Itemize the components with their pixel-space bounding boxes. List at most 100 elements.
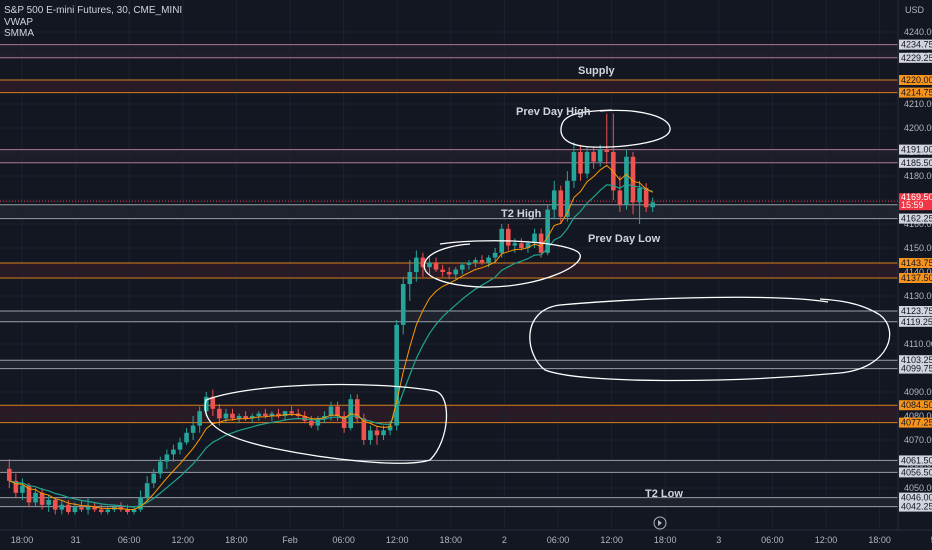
candlesticks[interactable] <box>6 113 656 515</box>
candle-body[interactable] <box>66 504 71 512</box>
candle-body[interactable] <box>98 509 104 512</box>
candle-body[interactable] <box>407 272 413 284</box>
candle-body[interactable] <box>164 454 170 462</box>
candle-body[interactable] <box>466 262 472 265</box>
candle-body[interactable] <box>565 180 570 217</box>
candle-body[interactable] <box>79 507 84 510</box>
candle-body[interactable] <box>591 152 596 162</box>
candle-body[interactable] <box>427 262 432 268</box>
candle-body[interactable] <box>144 483 150 498</box>
candle-body[interactable] <box>223 413 229 419</box>
candle-body[interactable] <box>624 156 629 205</box>
candle-body[interactable] <box>341 416 347 428</box>
candle-body[interactable] <box>184 432 189 443</box>
candle-body[interactable] <box>512 243 518 246</box>
candle-body[interactable] <box>203 396 209 412</box>
candle-body[interactable] <box>519 243 524 248</box>
candle-body[interactable] <box>138 497 143 510</box>
candle-body[interactable] <box>6 468 12 481</box>
candle-body[interactable] <box>643 188 649 208</box>
candle-body[interactable] <box>276 413 281 416</box>
candle-body[interactable] <box>197 411 202 426</box>
candle-body[interactable] <box>309 420 314 426</box>
candle-body[interactable] <box>604 149 610 152</box>
candle-body[interactable] <box>177 442 183 450</box>
candle-body[interactable] <box>46 500 51 505</box>
candle-body[interactable] <box>171 449 176 455</box>
candle-body[interactable] <box>630 156 636 203</box>
candle-body[interactable] <box>289 411 294 414</box>
candle-body[interactable] <box>217 408 222 419</box>
candle-body[interactable] <box>545 209 550 253</box>
candle-body[interactable] <box>505 228 511 246</box>
candle-body[interactable] <box>368 430 373 440</box>
candle-body[interactable] <box>440 269 445 272</box>
candle-body[interactable] <box>433 262 439 270</box>
candle-body[interactable] <box>105 509 111 512</box>
candle-body[interactable] <box>315 418 321 426</box>
candle-body[interactable] <box>335 406 340 416</box>
candle-body[interactable] <box>584 152 590 174</box>
candle-body[interactable] <box>492 252 498 258</box>
candle-body[interactable] <box>269 413 275 416</box>
indicator-smma[interactable]: SMMA <box>4 28 34 39</box>
candle-body[interactable] <box>597 149 603 162</box>
candle-body[interactable] <box>256 413 262 416</box>
candle-body[interactable] <box>453 269 459 275</box>
candle-body[interactable] <box>394 324 399 426</box>
candle-body[interactable] <box>131 509 137 512</box>
candle-body[interactable] <box>479 260 485 263</box>
candle-body[interactable] <box>328 406 334 416</box>
candle-body[interactable] <box>210 396 216 409</box>
candle-body[interactable] <box>125 509 130 512</box>
candle-body[interactable] <box>230 413 235 419</box>
candle-body[interactable] <box>157 461 163 474</box>
time-axis[interactable]: 18:00 31 06:00 12:00 18:00 Feb 06:00 12:00 18:00… <box>0 529 932 550</box>
symbol-title[interactable]: S&P 500 E-mini Futures, 30, CME_MINI <box>4 5 182 16</box>
candle-body[interactable] <box>26 485 32 503</box>
candle-body[interactable] <box>460 264 465 270</box>
candle-body[interactable] <box>39 492 45 505</box>
candle-body[interactable] <box>446 272 452 275</box>
candle-body[interactable] <box>243 416 248 419</box>
indicator-vwap[interactable]: VWAP <box>4 17 33 28</box>
candle-body[interactable] <box>650 202 656 208</box>
candle-body[interactable] <box>637 188 642 203</box>
candle-body[interactable] <box>190 425 196 433</box>
candle-body[interactable] <box>151 473 157 484</box>
candle-body[interactable] <box>381 430 386 436</box>
candle-body[interactable] <box>354 399 360 419</box>
candle-body[interactable] <box>13 480 19 493</box>
candle-body[interactable] <box>532 233 537 244</box>
candle-body[interactable] <box>59 504 65 510</box>
candle-body[interactable] <box>525 243 531 248</box>
candle-body[interactable] <box>400 284 406 325</box>
candle-body[interactable] <box>420 257 426 268</box>
candle-body[interactable] <box>387 425 393 431</box>
candle-body[interactable] <box>92 507 97 510</box>
time-axis-background <box>0 530 932 550</box>
candle-body[interactable] <box>263 413 268 416</box>
candle-body[interactable] <box>236 416 242 419</box>
candle-body[interactable] <box>617 190 623 205</box>
candle-body[interactable] <box>551 190 557 210</box>
candle-body[interactable] <box>52 500 58 510</box>
candle-body[interactable] <box>322 416 327 419</box>
replay-icon[interactable] <box>653 516 667 530</box>
candle-body[interactable] <box>249 416 255 419</box>
candle-body[interactable] <box>20 485 25 493</box>
candle-body[interactable] <box>72 507 78 512</box>
candle-body[interactable] <box>33 492 38 503</box>
candle-body[interactable] <box>85 507 91 510</box>
candle-body[interactable] <box>282 411 288 416</box>
candle-body[interactable] <box>361 418 367 440</box>
candle-body[interactable] <box>558 190 564 217</box>
candle-body[interactable] <box>473 260 478 263</box>
candle-body[interactable] <box>571 152 577 181</box>
candle-body[interactable] <box>486 257 491 263</box>
candle-body[interactable] <box>374 430 380 436</box>
candle-body[interactable] <box>414 257 419 272</box>
candle-body[interactable] <box>578 152 583 174</box>
